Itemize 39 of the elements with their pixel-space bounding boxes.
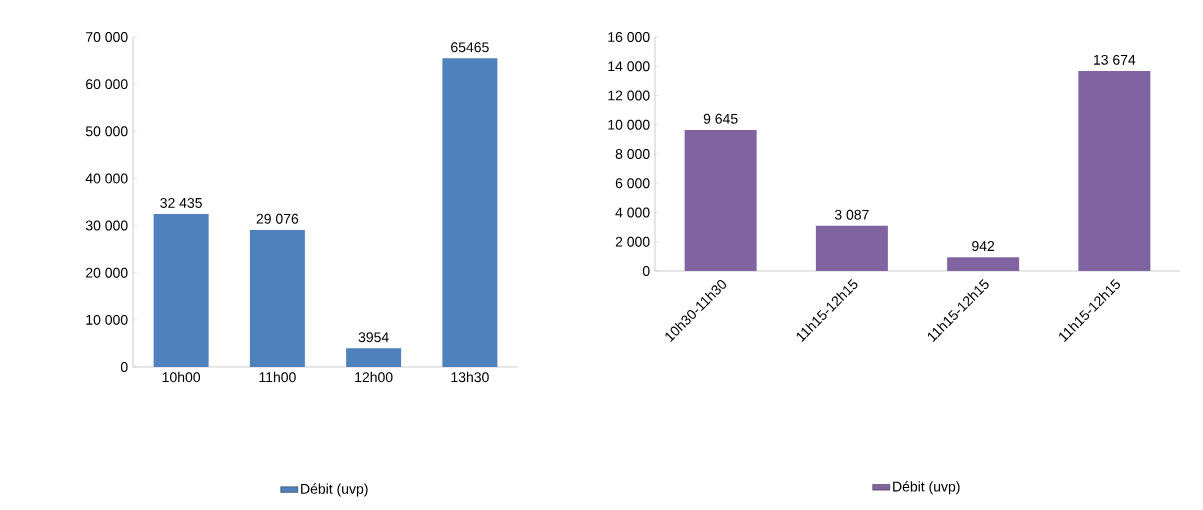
y-tick-label: 70 000 — [86, 32, 128, 42]
x-tick-label: 13h30 — [451, 371, 489, 383]
y-tick-label: 0 — [642, 266, 650, 276]
y-tick-label: 14 000 — [608, 61, 650, 72]
bar — [346, 348, 402, 367]
y-tick-label: 0 — [120, 362, 128, 372]
data-label: 3954 — [358, 332, 389, 343]
data-label: 9 645 — [703, 113, 738, 124]
legend-label: Débit (uvp) — [893, 481, 960, 495]
data-label: 942 — [972, 241, 995, 252]
data-label: 3 087 — [834, 209, 869, 220]
bar — [947, 257, 1020, 271]
bar — [249, 229, 305, 367]
bar — [442, 58, 498, 367]
y-tick-label: 6 000 — [615, 178, 650, 189]
y-tick-label: 40 000 — [85, 173, 128, 184]
bar — [153, 214, 209, 367]
data-label: 13 674 — [1094, 54, 1136, 65]
y-tick-label: 20 000 — [86, 267, 128, 278]
y-tick-label: 10 000 — [608, 119, 650, 130]
y-tick-label: 2 000 — [615, 236, 650, 247]
y-tick-label: 4 000 — [615, 207, 650, 218]
y-tick-label: 50 000 — [85, 126, 128, 137]
legend-label: Débit (uvp) — [301, 483, 368, 497]
data-label: 65465 — [451, 42, 489, 53]
y-tick-label: 12 000 — [608, 90, 650, 101]
y-tick-label: 8 000 — [615, 149, 650, 159]
x-tick-label: 10h00 — [162, 371, 201, 383]
bar — [684, 129, 757, 271]
data-label: 32 435 — [160, 197, 202, 208]
data-label: 29 076 — [256, 213, 299, 224]
y-tick-label: 60 000 — [86, 79, 128, 90]
y-tick-label: 16 000 — [608, 32, 650, 42]
x-tick-label: 11h00 — [259, 371, 296, 383]
bar — [1078, 71, 1151, 271]
x-tick-label: 12h00 — [355, 371, 393, 383]
y-tick-label: 30 000 — [85, 220, 128, 231]
bar — [815, 225, 888, 271]
y-tick-label: 10 000 — [86, 314, 128, 325]
